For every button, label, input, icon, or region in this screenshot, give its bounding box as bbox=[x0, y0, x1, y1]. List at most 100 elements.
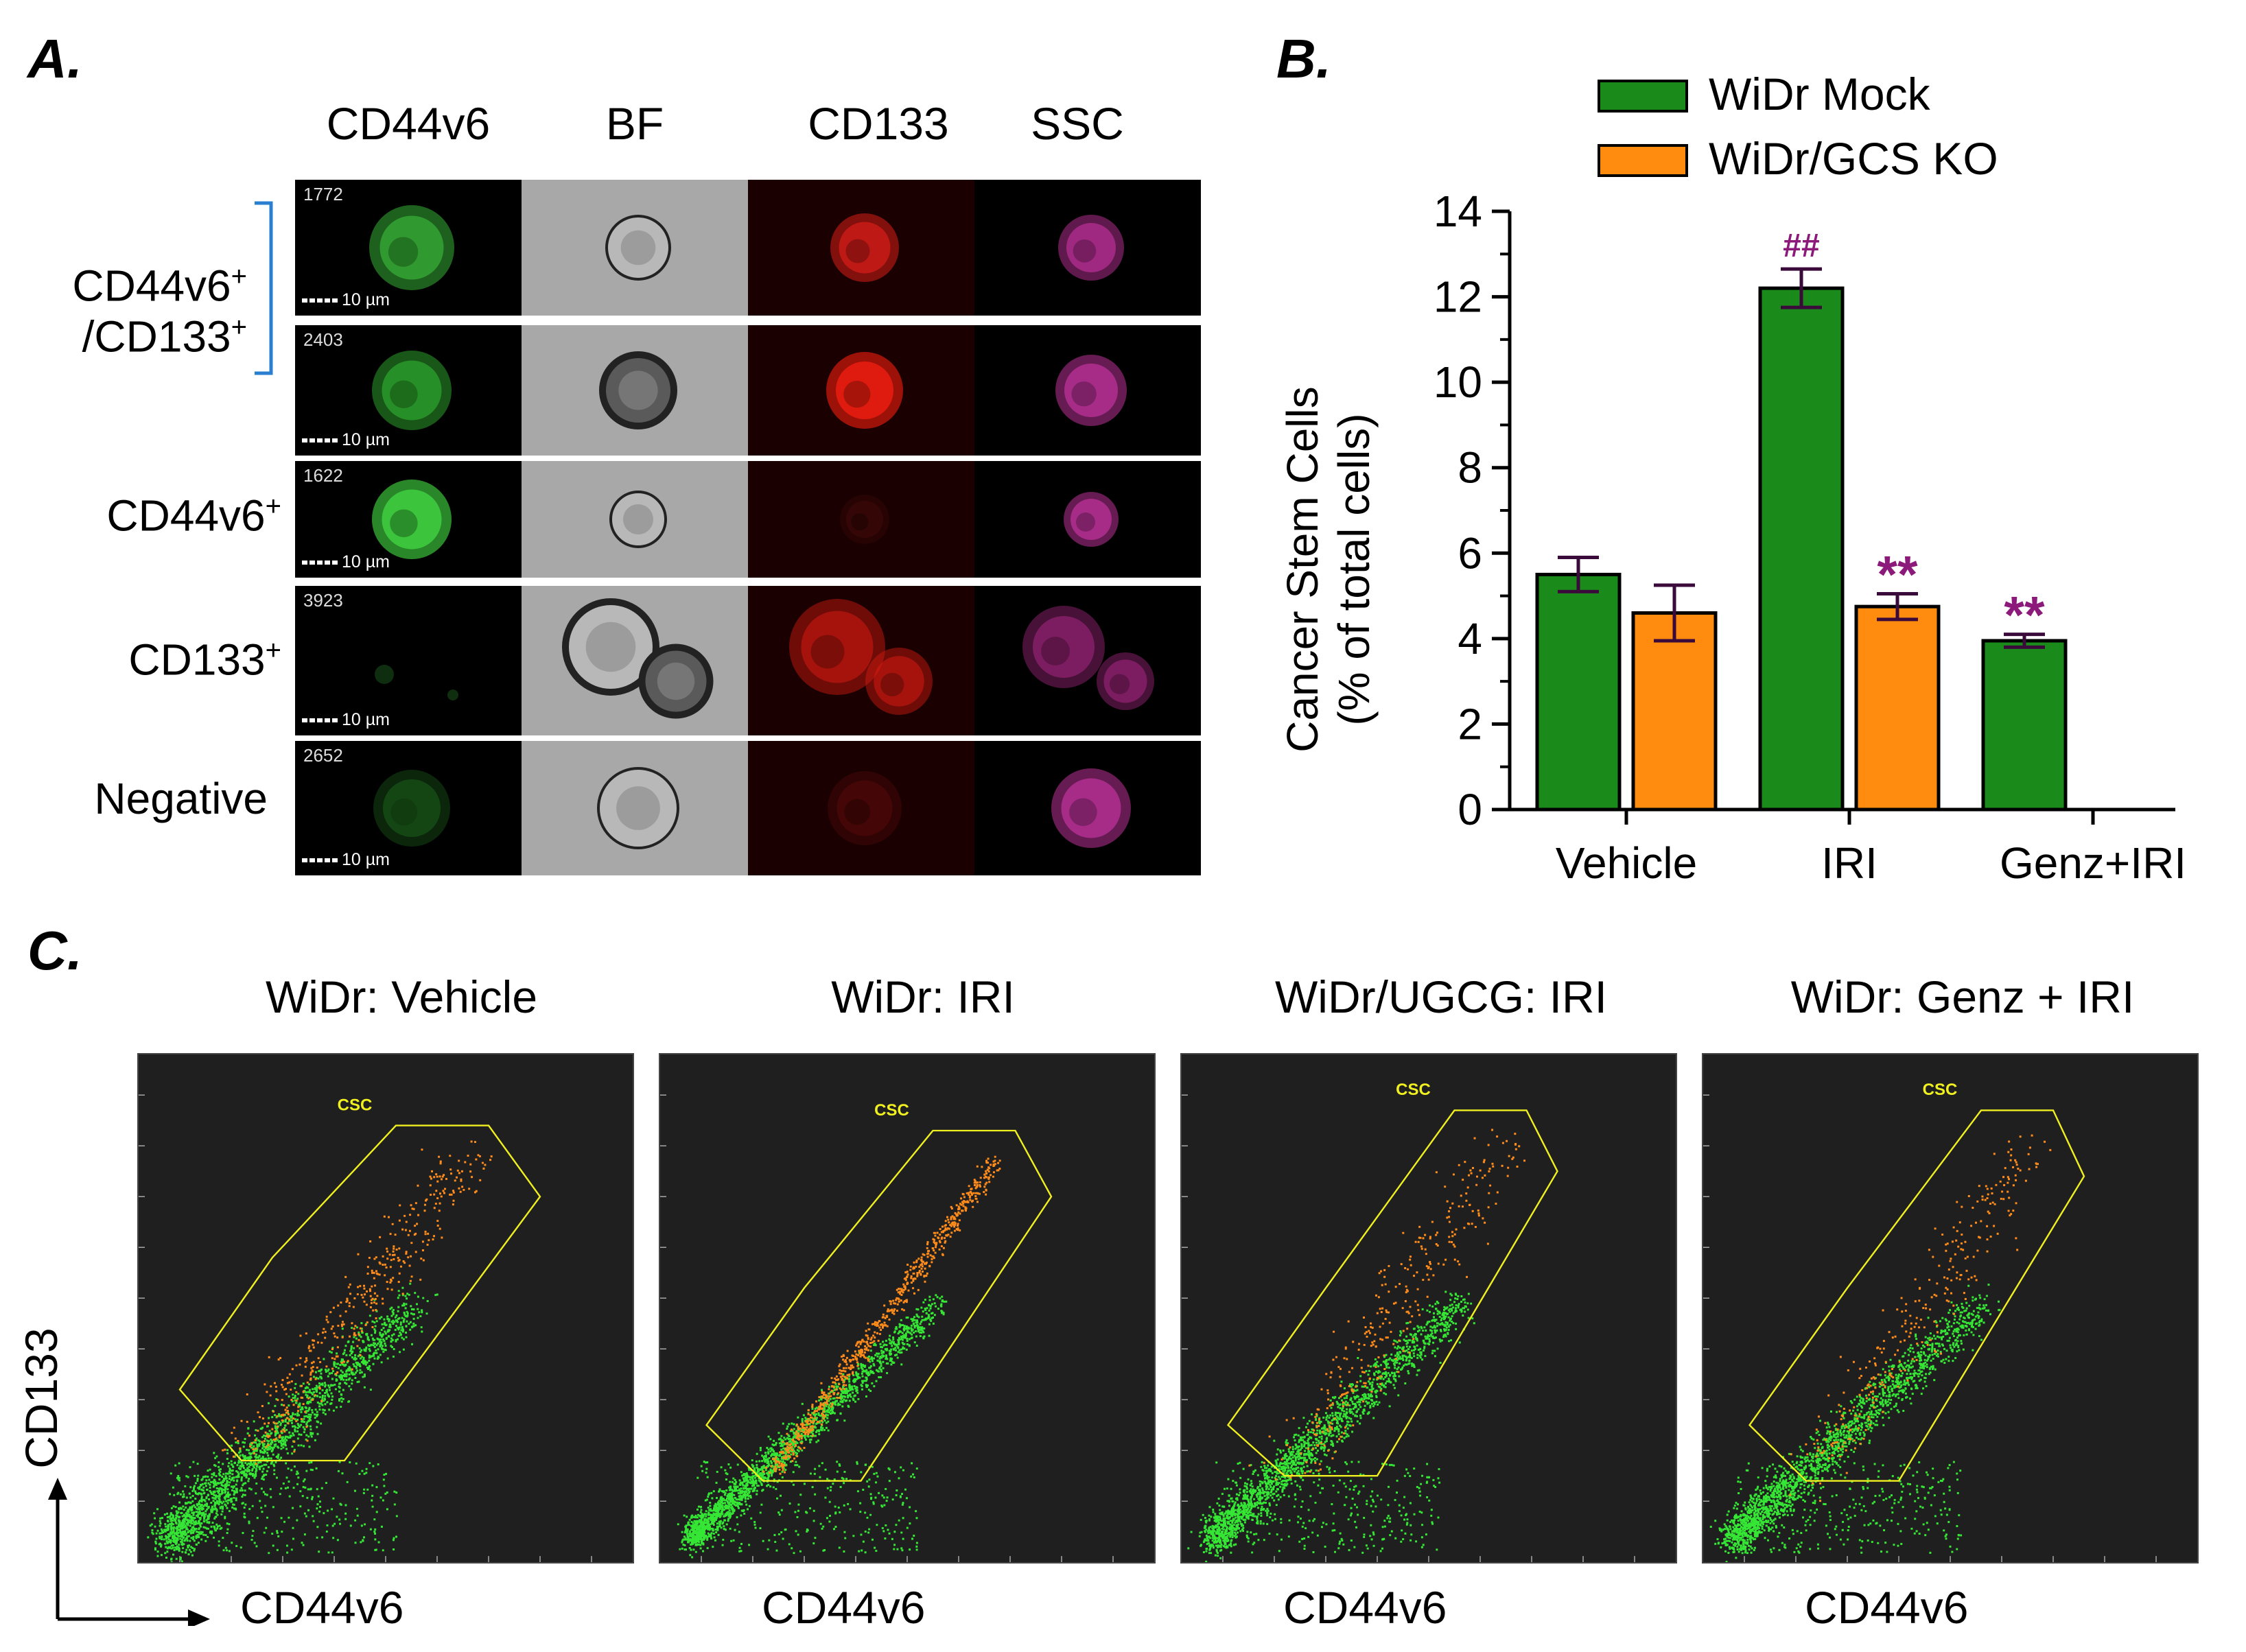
cell-blob bbox=[657, 662, 695, 700]
cell-image bbox=[826, 352, 903, 429]
scale-bar-line bbox=[302, 718, 338, 722]
tile-r5-cd133 bbox=[748, 741, 974, 875]
cell-blob bbox=[801, 611, 874, 683]
tile-r5-cd44v6: 2652 10 µm bbox=[295, 741, 522, 875]
cell-image bbox=[1058, 215, 1124, 281]
cell-blob bbox=[846, 501, 883, 538]
flow-plot-title-4: WiDr: Genz + IRI bbox=[1790, 971, 2135, 1022]
tile-r3-cd133 bbox=[748, 461, 974, 578]
cell-blob bbox=[383, 779, 441, 837]
significance-mark: ** bbox=[1877, 545, 1918, 604]
row-label-double-positive: CD44v6+ /CD133+ bbox=[27, 261, 247, 362]
cell-blob bbox=[845, 239, 870, 263]
cell-image bbox=[605, 215, 671, 281]
cell-image bbox=[609, 491, 667, 548]
x-tick-label: Vehicle bbox=[1556, 838, 1697, 888]
events-green bbox=[677, 1294, 948, 1559]
csc-gate bbox=[705, 1129, 1053, 1482]
cell-image bbox=[1055, 355, 1127, 426]
events-orange bbox=[1248, 1129, 1525, 1480]
cell-blob bbox=[1073, 239, 1097, 263]
cell-blob bbox=[382, 489, 442, 550]
scatter-canvas: CSC bbox=[660, 1094, 1114, 1562]
y-axis-label-line1: Cancer Stem Cells bbox=[1278, 386, 1327, 753]
tile-r1-cd133 bbox=[748, 180, 974, 316]
event-id: 3923 bbox=[303, 590, 343, 611]
events-orange bbox=[762, 1155, 1001, 1475]
tile-r4-cd44v6: 3923 10 µm bbox=[295, 586, 522, 735]
flow-plot-title-3: WiDr/UGCG: IRI bbox=[1275, 971, 1607, 1022]
legend-swatch-ko bbox=[1598, 144, 1688, 177]
tile-r2-bf bbox=[522, 325, 748, 456]
cell-blob bbox=[837, 780, 893, 836]
row-label-sup: + bbox=[265, 491, 281, 521]
flow-plot-4: CSC bbox=[1702, 1053, 2199, 1565]
cell-image bbox=[562, 598, 714, 719]
axis-arrows-icon bbox=[48, 1478, 210, 1626]
events-orange bbox=[222, 1140, 493, 1465]
cell-image bbox=[830, 213, 899, 282]
row-label-text: CD44v6 bbox=[106, 491, 266, 541]
legend-label-mock: WiDr Mock bbox=[1709, 69, 1931, 119]
tile-r3-bf bbox=[522, 461, 748, 578]
cell-image bbox=[373, 770, 450, 847]
y-tick-label: 6 bbox=[1458, 528, 1482, 578]
y-tick-label: 10 bbox=[1434, 357, 1482, 407]
scale-bar-label: 10 µm bbox=[342, 850, 390, 869]
scale-bar-label: 10 µm bbox=[342, 710, 390, 729]
cell-blob bbox=[1064, 364, 1118, 417]
scale-bar-line bbox=[302, 560, 338, 565]
tile-r2-ssc bbox=[974, 325, 1201, 456]
x-axis-label-cd44v6-3: CD44v6 bbox=[1283, 1582, 1447, 1633]
cell-image bbox=[828, 771, 902, 845]
flow-plot-2: CSC bbox=[659, 1053, 1156, 1564]
panel-a-letter: A. bbox=[27, 28, 82, 89]
bars: ## ** ** bbox=[1535, 228, 2068, 812]
cell-blob bbox=[1066, 223, 1116, 272]
csc-gate bbox=[1226, 1109, 1558, 1477]
bar-widr-mock-genz+iri bbox=[1981, 639, 2068, 812]
y-tick-label: 2 bbox=[1458, 699, 1482, 748]
y-tick-label: 8 bbox=[1458, 443, 1482, 493]
tile-r2-cd133 bbox=[748, 325, 974, 456]
event-id: 1622 bbox=[303, 465, 343, 486]
scale-bar: 10 µm bbox=[302, 290, 390, 310]
row-label-text: CD133 bbox=[128, 635, 266, 685]
cell-blob bbox=[447, 689, 458, 700]
scale-bar-label: 10 µm bbox=[342, 430, 390, 449]
cell-blob bbox=[390, 799, 418, 826]
cell-blob bbox=[1041, 637, 1070, 665]
tile-r1-ssc bbox=[974, 180, 1201, 316]
cell-image bbox=[1051, 768, 1131, 848]
cell-blob bbox=[388, 237, 419, 267]
cell-image bbox=[375, 665, 458, 700]
y-tick-label: 12 bbox=[1434, 272, 1482, 322]
scale-bar-line bbox=[302, 438, 338, 442]
cell-blob bbox=[851, 513, 869, 531]
csc-gate-label: CSC bbox=[1396, 1081, 1431, 1099]
csc-gate bbox=[1748, 1109, 2085, 1482]
y-axis: 0 2 4 6 8 10 12 14 bbox=[1434, 187, 1512, 834]
cell-blob bbox=[373, 770, 450, 847]
col-header-cd133: CD133 bbox=[808, 98, 949, 149]
tile-r1-cd44v6: 1772 10 µm bbox=[295, 180, 522, 316]
legend-swatch-mock bbox=[1598, 80, 1688, 113]
cell-blob bbox=[616, 786, 660, 830]
cell-image bbox=[789, 599, 933, 715]
x-tick-label: Genz+IRI bbox=[2000, 838, 2186, 888]
y-axis-label-line2: (% of total cells) bbox=[1329, 413, 1379, 725]
imagestream-grid: 1772 10 µm 2403 10 µm 1622 10 µm 3923 10 µm 2652… bbox=[295, 180, 1201, 875]
cell-blob bbox=[839, 222, 891, 274]
cell-blob bbox=[390, 509, 418, 538]
cell-blob bbox=[880, 672, 904, 697]
scatter-canvas: CSC bbox=[139, 1094, 592, 1566]
y-tick-label: 14 bbox=[1434, 187, 1482, 236]
events-green bbox=[1187, 1290, 1475, 1563]
legend-label-ko: WiDr/GCS KO bbox=[1709, 133, 1998, 184]
y-tick-label: 0 bbox=[1458, 785, 1482, 834]
cell-blob bbox=[382, 360, 442, 421]
x-axis-label-cd44v6-1: CD44v6 bbox=[240, 1582, 404, 1633]
event-id: 2403 bbox=[303, 329, 343, 350]
event-id: 2652 bbox=[303, 745, 343, 766]
cell-blob bbox=[828, 771, 902, 845]
